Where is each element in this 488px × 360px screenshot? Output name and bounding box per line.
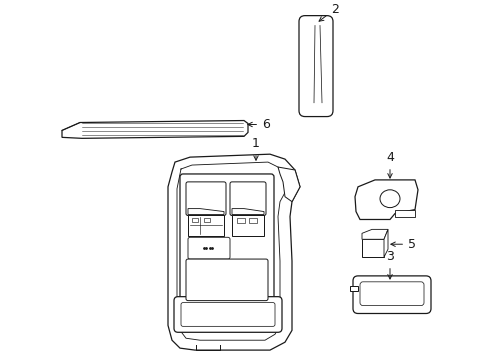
Polygon shape <box>383 229 387 257</box>
Polygon shape <box>62 121 247 138</box>
FancyBboxPatch shape <box>298 15 332 117</box>
Polygon shape <box>231 208 264 215</box>
Polygon shape <box>278 167 299 202</box>
Text: 1: 1 <box>251 137 260 160</box>
FancyBboxPatch shape <box>187 237 229 259</box>
Bar <box>203 217 209 222</box>
Polygon shape <box>354 180 417 220</box>
Text: 6: 6 <box>247 118 269 131</box>
FancyBboxPatch shape <box>185 182 225 216</box>
Polygon shape <box>349 286 357 291</box>
Polygon shape <box>187 215 224 236</box>
Polygon shape <box>361 239 383 257</box>
FancyBboxPatch shape <box>181 303 274 327</box>
Text: 2: 2 <box>319 3 338 21</box>
FancyBboxPatch shape <box>185 259 267 301</box>
Text: 3: 3 <box>385 250 393 279</box>
Bar <box>192 217 198 222</box>
FancyBboxPatch shape <box>180 174 273 309</box>
FancyBboxPatch shape <box>174 297 282 332</box>
FancyBboxPatch shape <box>359 282 423 306</box>
FancyBboxPatch shape <box>229 182 265 216</box>
Ellipse shape <box>379 190 399 208</box>
Polygon shape <box>394 210 414 216</box>
Polygon shape <box>168 154 299 350</box>
FancyBboxPatch shape <box>352 276 430 314</box>
Bar <box>237 217 244 224</box>
Polygon shape <box>187 208 224 215</box>
Text: 4: 4 <box>385 151 393 178</box>
Text: 5: 5 <box>390 238 415 251</box>
Bar <box>248 217 257 224</box>
Polygon shape <box>231 215 264 236</box>
Polygon shape <box>361 229 387 239</box>
